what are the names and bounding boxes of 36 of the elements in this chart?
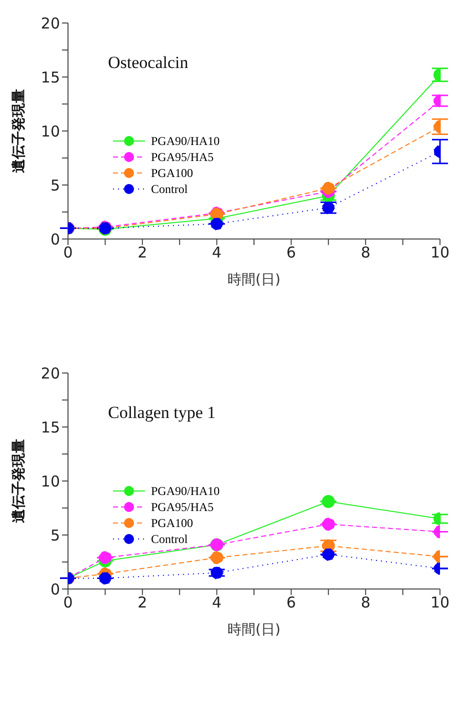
y-tick-label: 0 bbox=[50, 230, 60, 248]
y-tick-label: 10 bbox=[40, 472, 60, 490]
x-tick-label: 10 bbox=[430, 594, 450, 612]
y-axis-title: 遺伝子発現量 bbox=[10, 89, 27, 174]
y-tick-label: 20 bbox=[40, 364, 60, 382]
x-tick-label: 8 bbox=[360, 244, 370, 262]
y-tick-label: 0 bbox=[50, 580, 60, 598]
y-tick-label: 5 bbox=[50, 176, 60, 194]
legend-label: Control bbox=[151, 182, 188, 196]
x-tick-label: 2 bbox=[138, 244, 148, 262]
x-tick-label: 2 bbox=[138, 594, 148, 612]
y-tick-label: 15 bbox=[40, 68, 60, 86]
x-tick-label: 0 bbox=[63, 244, 73, 262]
legend-label: PGA90/HA10 bbox=[151, 134, 220, 148]
legend-label: PGA90/HA10 bbox=[151, 484, 220, 498]
x-tick-label: 6 bbox=[286, 244, 296, 262]
y-axis-title: 遺伝子発現量 bbox=[10, 439, 27, 524]
x-tick-label: 8 bbox=[360, 594, 370, 612]
x-axis-title: 時間(日) bbox=[228, 622, 280, 638]
legend-label: PGA100 bbox=[151, 516, 194, 530]
legend-label: PGA100 bbox=[151, 166, 194, 180]
y-tick-label: 20 bbox=[40, 14, 60, 32]
legend-label: PGA95/HA5 bbox=[151, 500, 214, 514]
x-axis-title: 時間(日) bbox=[228, 272, 280, 288]
legend-label: Control bbox=[151, 532, 188, 546]
x-tick-label: 10 bbox=[430, 244, 450, 262]
text: Collagen type 1 bbox=[108, 403, 216, 423]
y-tick-label: 10 bbox=[40, 122, 60, 140]
y-tick-label: 5 bbox=[50, 526, 60, 544]
legend-label: PGA95/HA5 bbox=[151, 150, 214, 164]
x-tick-label: 0 bbox=[63, 594, 73, 612]
x-tick-label: 6 bbox=[286, 594, 296, 612]
x-tick-label: 4 bbox=[212, 244, 222, 262]
x-tick-label: 4 bbox=[212, 594, 222, 612]
y-tick-label: 15 bbox=[40, 418, 60, 436]
text: Osteocalcin bbox=[108, 53, 188, 73]
